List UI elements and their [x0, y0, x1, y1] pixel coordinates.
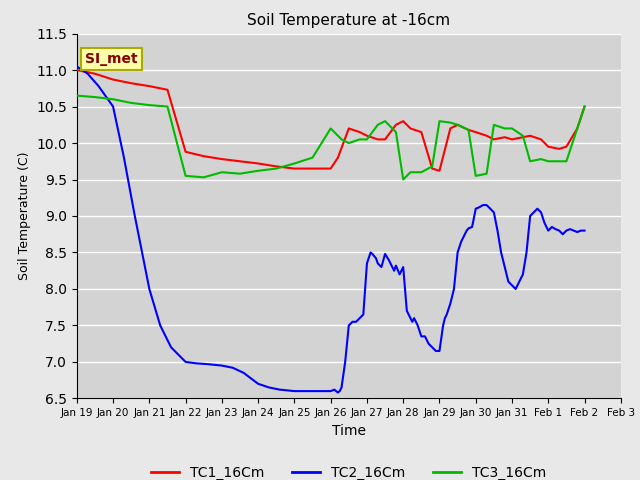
Text: SI_met: SI_met [85, 52, 138, 66]
X-axis label: Time: Time [332, 424, 366, 438]
Legend: TC1_16Cm, TC2_16Cm, TC3_16Cm: TC1_16Cm, TC2_16Cm, TC3_16Cm [146, 460, 552, 480]
Title: Soil Temperature at -16cm: Soil Temperature at -16cm [247, 13, 451, 28]
Y-axis label: Soil Temperature (C): Soil Temperature (C) [18, 152, 31, 280]
